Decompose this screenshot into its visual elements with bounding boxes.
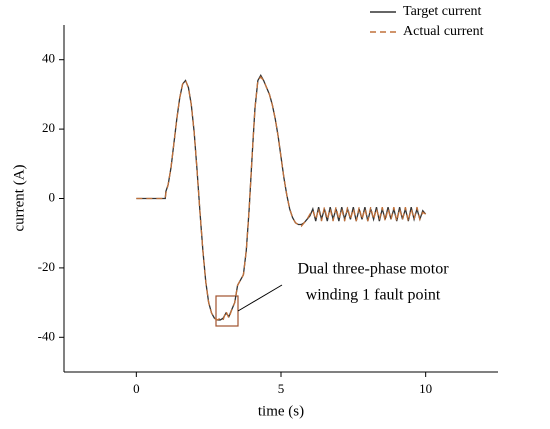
annotation-text: winding 1 fault point xyxy=(306,287,441,304)
annotation-text: Dual three-phase motor xyxy=(297,261,449,278)
legend-label: Actual current xyxy=(403,24,484,39)
x-tick-label: 5 xyxy=(278,381,285,396)
legend-label: Target current xyxy=(403,4,482,19)
x-axis-title: time (s) xyxy=(258,403,304,419)
x-tick-label: 0 xyxy=(133,381,140,396)
y-tick-label: 20 xyxy=(42,120,55,135)
y-axis-title: current (A) xyxy=(11,164,27,231)
y-tick-label: -40 xyxy=(38,328,55,343)
y-tick-label: 40 xyxy=(42,51,55,66)
series-line xyxy=(136,73,427,321)
y-tick-label: -20 xyxy=(38,259,55,274)
y-tick-label: 0 xyxy=(49,189,56,204)
annotation-arrow xyxy=(237,284,283,312)
x-tick-label: 10 xyxy=(419,381,432,396)
series-line xyxy=(136,76,427,321)
